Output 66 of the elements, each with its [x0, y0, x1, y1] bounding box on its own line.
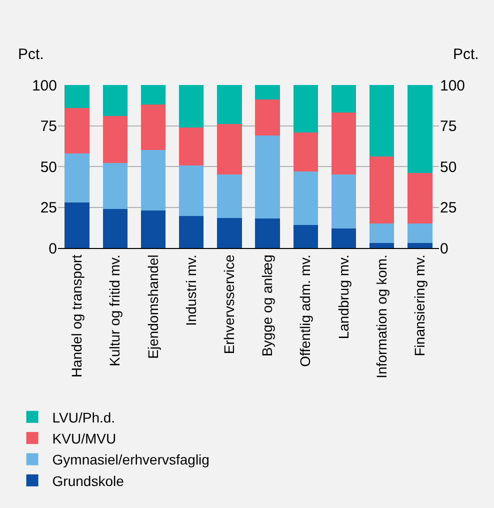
bar	[102, 163, 128, 209]
bar	[178, 127, 204, 166]
bar	[102, 85, 128, 116]
bar	[331, 228, 356, 248]
y2-tick-label: 50	[440, 158, 457, 176]
bar	[331, 112, 356, 175]
bar	[408, 224, 432, 244]
y-tick-label: 0	[48, 240, 57, 258]
legend-label: Grundskole	[52, 472, 124, 489]
bar	[369, 224, 394, 244]
x-tick-label: Ejendomshandel	[144, 254, 161, 359]
bar	[255, 85, 280, 100]
bar	[255, 218, 280, 248]
legend-label: Gymnasiel/erhvervsfaglig	[52, 452, 210, 468]
y2-axis-title: Pct.	[453, 46, 479, 63]
x-tick-label: Landbrug mv.	[335, 254, 352, 340]
bar	[217, 85, 242, 124]
bar	[331, 174, 356, 228]
bar	[331, 85, 356, 113]
bar	[293, 171, 318, 226]
x-tick-label: Industri mv.	[182, 254, 199, 326]
y2-tick-label: 75	[440, 118, 457, 135]
x-tick-label: Information og kom.	[373, 254, 390, 378]
bar	[102, 208, 128, 248]
x-tick-label: Bygge og anlæg	[259, 254, 276, 357]
y2-tick-label: 25	[440, 200, 457, 216]
legend-label: KVU/MVU	[52, 430, 116, 446]
bar	[64, 202, 90, 248]
bar	[408, 85, 432, 174]
x-tick-label: Handel og transport	[68, 254, 85, 378]
bar	[408, 173, 432, 224]
bar	[369, 156, 394, 224]
bar	[217, 218, 242, 248]
bar	[217, 124, 242, 175]
bar	[217, 174, 242, 218]
bar	[178, 216, 204, 248]
bar	[178, 166, 204, 216]
bar	[140, 210, 166, 248]
x-tick-label: Kultur og fritid mv.	[106, 254, 123, 366]
bar	[140, 85, 166, 105]
bar	[255, 136, 280, 219]
x-tick-label: Finansiering mv.	[412, 254, 428, 356]
y-tick-label: 75	[40, 118, 57, 135]
bar	[140, 150, 166, 211]
bar	[140, 104, 166, 150]
bar	[369, 243, 394, 248]
bar	[369, 85, 394, 157]
bar	[64, 153, 90, 202]
bar	[255, 100, 280, 136]
y-axis-title: Pct.	[18, 46, 44, 63]
y-tick-label: 25	[40, 200, 57, 216]
bar	[102, 116, 128, 164]
y-tick-label: 100	[32, 77, 57, 94]
bar	[64, 108, 90, 154]
bar	[178, 85, 204, 128]
bar	[64, 85, 90, 108]
x-tick-label: Erhvervsservice	[221, 254, 237, 354]
bar	[293, 225, 318, 248]
y-tick-label: 50	[40, 158, 57, 176]
y2-tick-label: 100	[440, 77, 466, 94]
legend-label: LVU/Ph.d.	[52, 409, 116, 426]
bar	[293, 85, 318, 132]
x-tick-label: Offentlig adm. mv.	[297, 254, 314, 367]
bar	[293, 132, 318, 172]
bar	[408, 243, 432, 248]
y2-tick-label: 0	[440, 240, 448, 258]
